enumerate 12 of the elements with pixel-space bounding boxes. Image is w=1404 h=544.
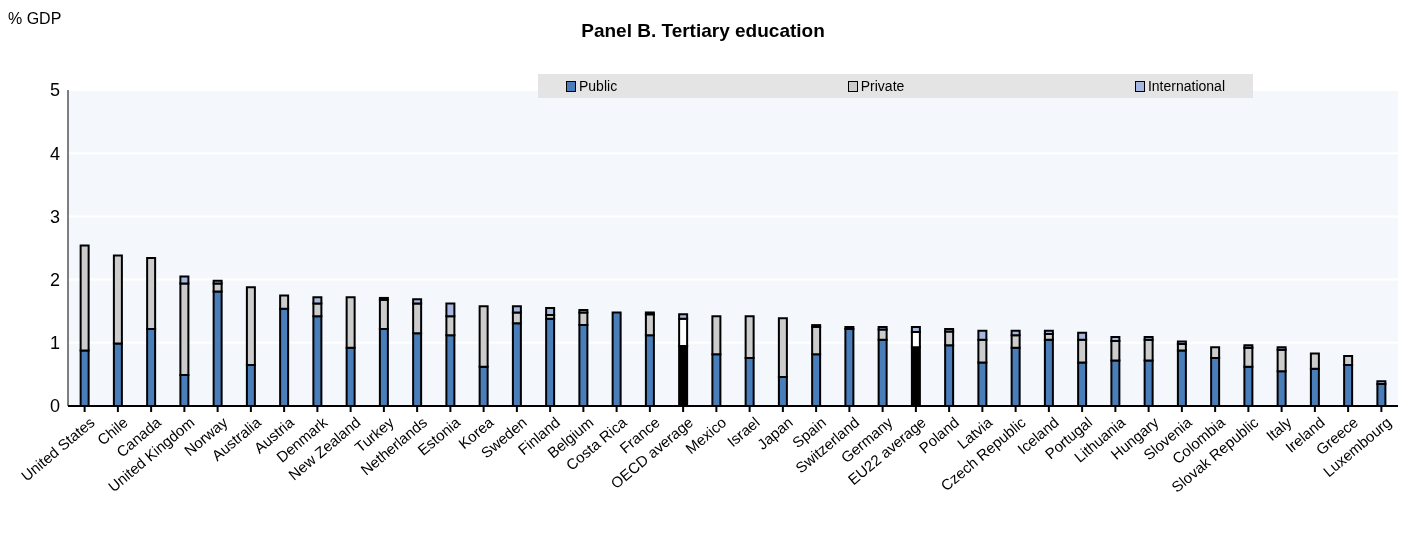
legend-label: International [1146,78,1225,94]
bar [545,307,556,316]
y-tick-label: 5 [49,80,60,101]
y-tick-label: 0 [49,396,60,417]
y-tick-label: 4 [49,143,60,164]
y-tick-label: 3 [49,206,60,227]
legend-label: Private [859,78,905,94]
y-tick-label: 1 [49,333,60,354]
y-axis-title: % GDP [8,10,62,28]
legend-label: Public [578,78,618,94]
chart-title: Panel B. Tertiary education [581,20,825,41]
y-tick-label: 2 [49,269,60,290]
